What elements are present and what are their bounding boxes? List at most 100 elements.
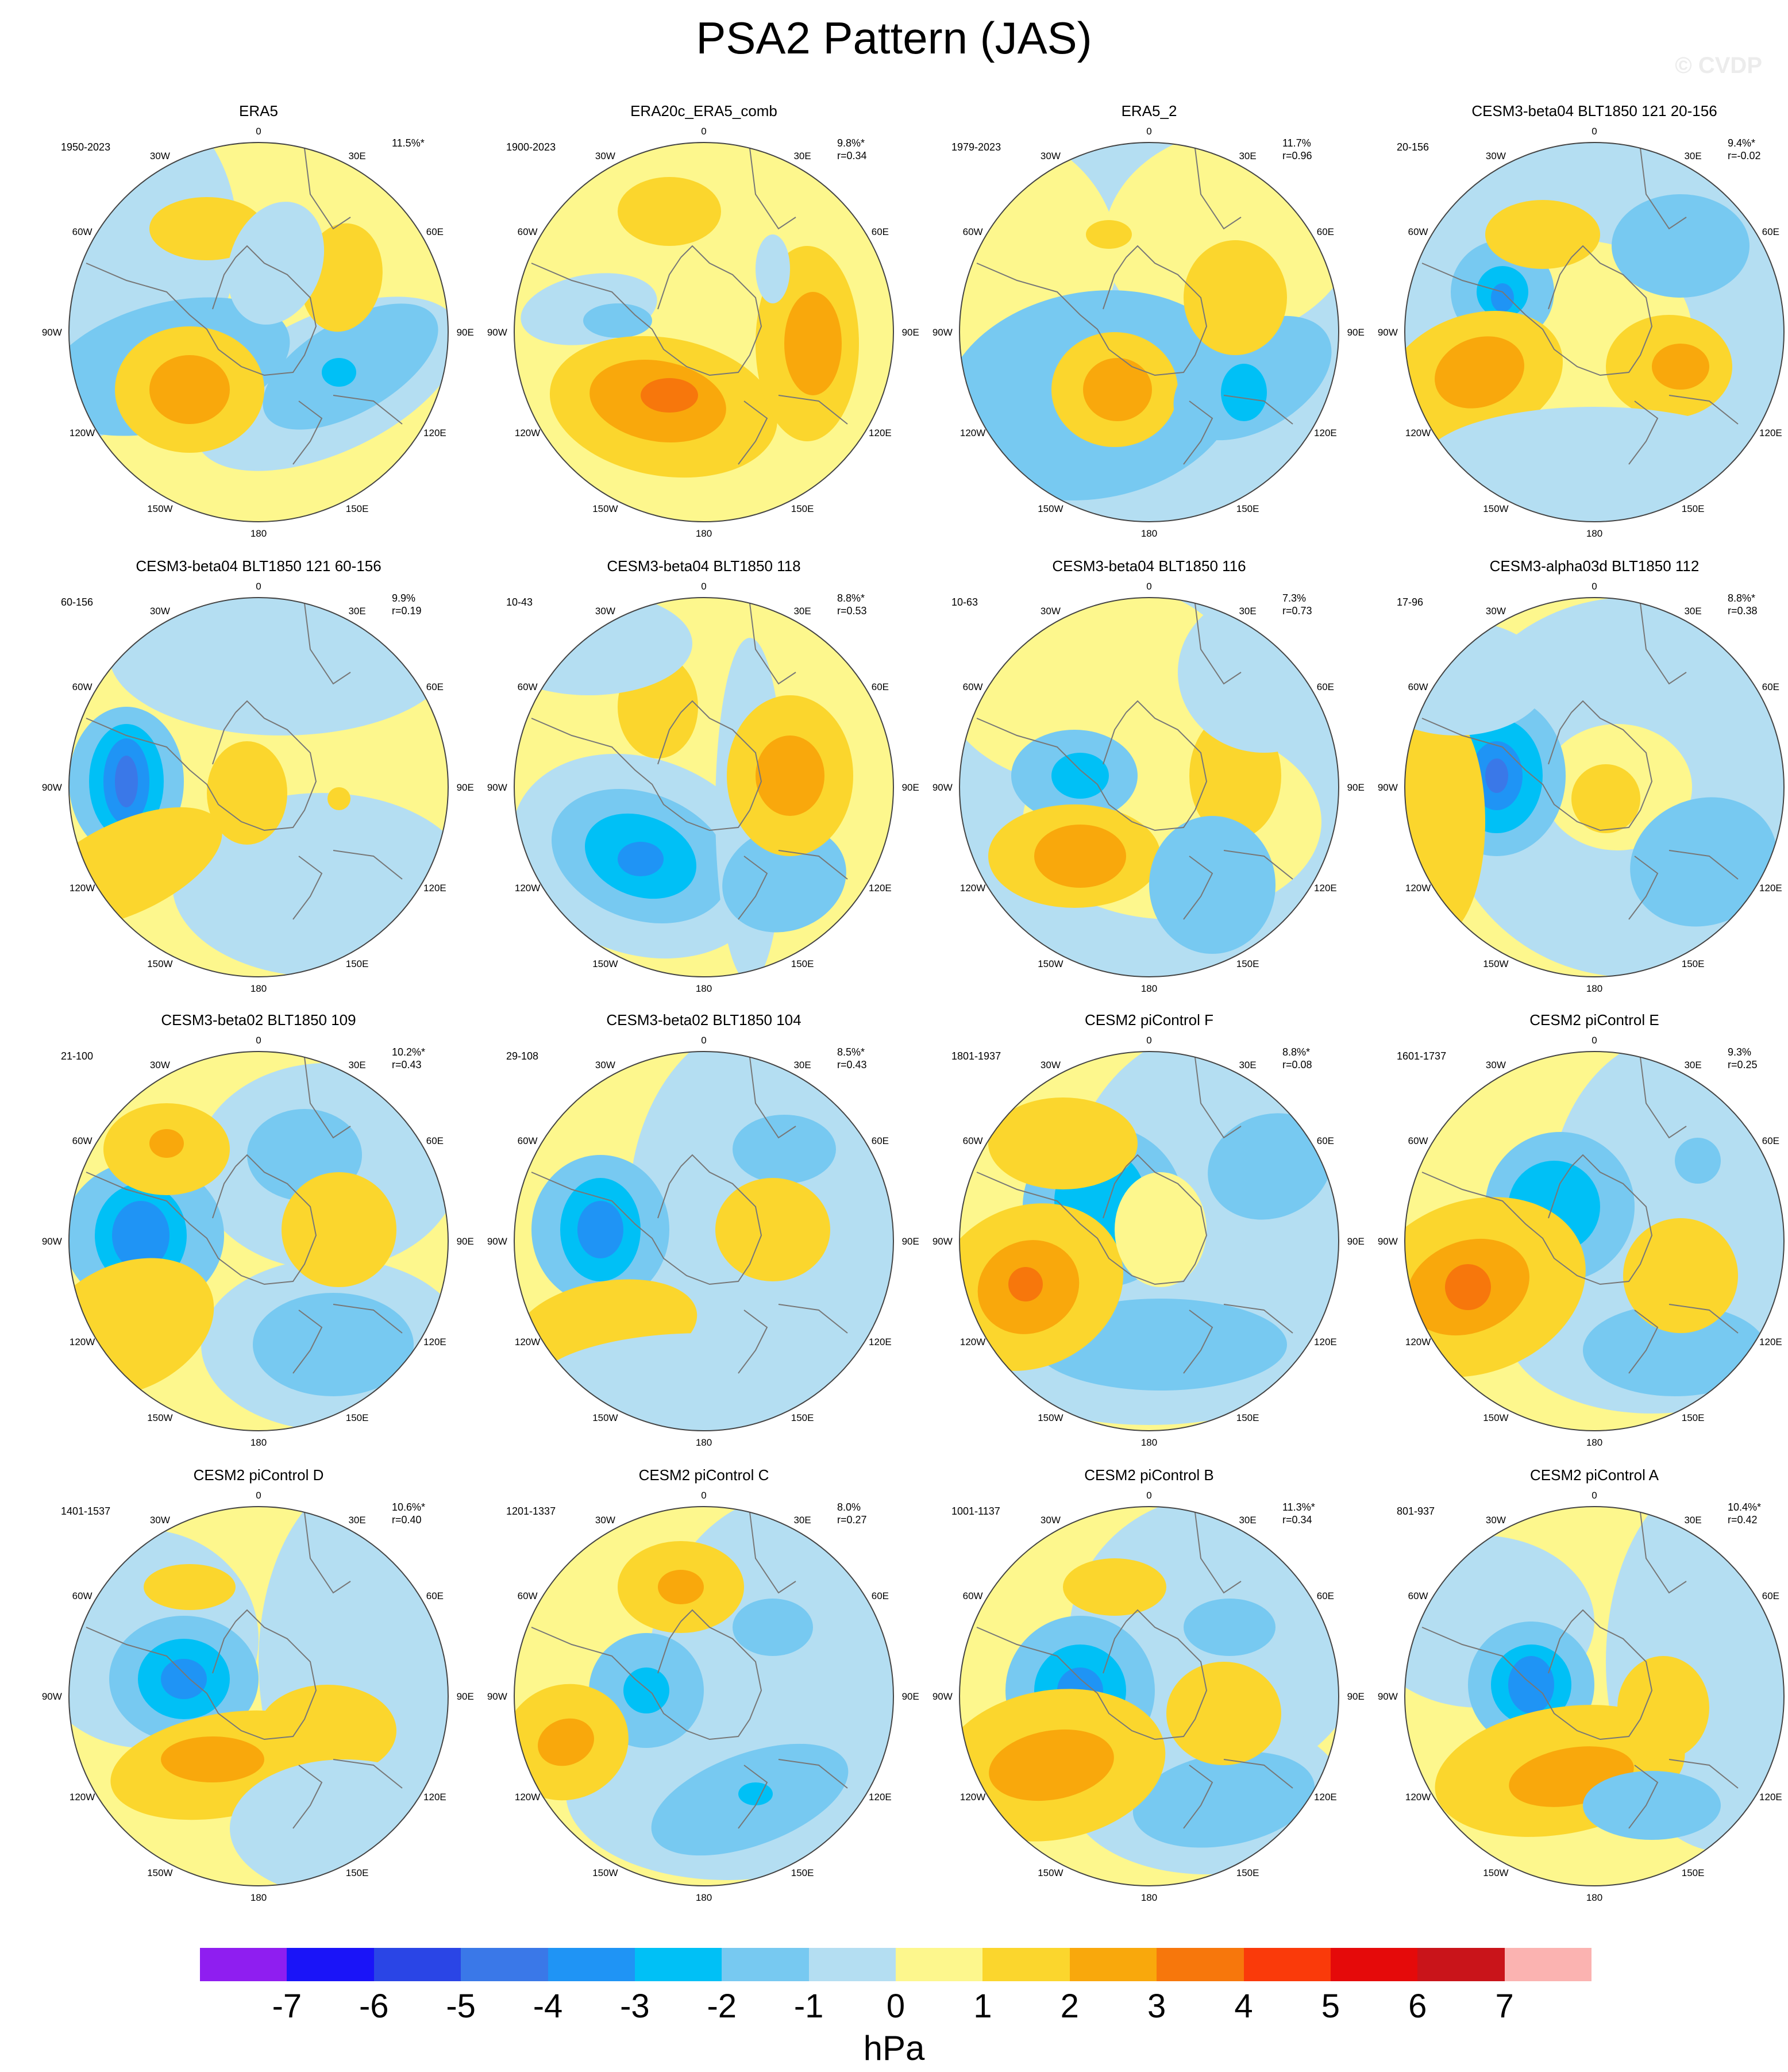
colorbar-tick-label: 7 xyxy=(1495,1988,1514,2025)
lon-label: 30E xyxy=(1684,606,1701,617)
lon-label: 150W xyxy=(1483,1867,1508,1878)
lon-label: 150E xyxy=(1682,1867,1705,1878)
panel-pattern-correlation: r=0.27 xyxy=(837,1514,867,1526)
lon-label: 90W xyxy=(42,782,62,793)
map-panel: CESM2 piControl D 0 30E 60E 90E 120E 150E 180 1… xyxy=(40,1466,477,1903)
panel-variance-pct: 11.5%* xyxy=(392,137,425,149)
lon-label: 90W xyxy=(42,327,62,338)
lon-label: 150E xyxy=(791,503,814,514)
lon-label: 90W xyxy=(932,1236,953,1247)
panel-years: 21-100 xyxy=(61,1050,94,1062)
lon-label: 120W xyxy=(515,1792,540,1803)
colorbar-segment xyxy=(634,1948,722,1981)
panel-title: CESM2 piControl D xyxy=(193,1466,324,1484)
lon-label: 90W xyxy=(1378,327,1398,338)
lon-label: 120E xyxy=(423,1337,446,1347)
lon-label: 30E xyxy=(793,1515,811,1526)
lon-label: 60E xyxy=(426,226,444,237)
lon-label: 150W xyxy=(147,503,172,514)
colorbar-tick-label: -7 xyxy=(272,1988,302,2025)
lon-label: 60W xyxy=(1408,1135,1428,1146)
lon-label: 60W xyxy=(72,1135,93,1146)
lon-label: 30W xyxy=(1041,1060,1061,1070)
lon-label: 60E xyxy=(872,226,889,237)
panel-variance-pct: 8.8%* xyxy=(837,592,865,604)
panel-title: CESM3-beta02 BLT1850 104 xyxy=(606,1011,801,1029)
lon-label: 120W xyxy=(70,1337,95,1347)
lon-label: 150E xyxy=(1682,503,1705,514)
panel-years: 20-156 xyxy=(1397,141,1429,153)
map-panel: CESM3-beta04 BLT1850 116 0 30E 60E 90E 120E 1… xyxy=(931,557,1367,994)
colorbar xyxy=(200,1948,1592,1981)
lon-label: 30E xyxy=(1239,151,1256,161)
lon-label: 150W xyxy=(592,1412,618,1423)
lon-label: 180 xyxy=(1141,1892,1157,1903)
lon-label: 150W xyxy=(147,958,172,969)
lon-label: 30E xyxy=(793,1060,811,1070)
map-panel: CESM2 piControl C 0 30E 60E 90E 120E 150E 180 1… xyxy=(485,1466,922,1903)
lon-label: 60E xyxy=(1762,226,1779,237)
panel-pattern-correlation: r=0.43 xyxy=(392,1059,422,1070)
lon-label: 0 xyxy=(701,581,706,592)
map-panel: CESM3-beta02 BLT1850 109 0 30E 60E 90E 120E 1… xyxy=(40,1011,477,1448)
lon-label: 90W xyxy=(1378,782,1398,793)
lon-label: 120E xyxy=(1759,883,1782,893)
lon-label: 30E xyxy=(1684,1515,1701,1526)
lon-label: 120E xyxy=(1314,428,1337,438)
lon-label: 150W xyxy=(1483,958,1508,969)
panel-pattern-correlation: r=0.42 xyxy=(1728,1514,1758,1526)
lon-label: 0 xyxy=(1592,1490,1597,1501)
lon-label: 90E xyxy=(457,327,474,338)
lon-label: 120W xyxy=(70,1792,95,1803)
lon-label: 30E xyxy=(348,1060,365,1070)
panel-pattern-correlation: r=0.34 xyxy=(837,150,867,161)
panel-pattern-correlation: r=0.25 xyxy=(1728,1059,1758,1070)
map-panel: CESM3-beta04 BLT1850 121 20-156 0 30E 60E 9… xyxy=(1376,102,1788,539)
map-panel: CESM3-beta04 BLT1850 118 0 30E 60E 90E 120E 1… xyxy=(485,557,922,994)
colorbar-units: hPa xyxy=(863,2029,925,2067)
panel-stats: 8.0% r=0.27 xyxy=(837,1501,867,1526)
lon-label: 90W xyxy=(932,1691,953,1702)
lon-label: 60W xyxy=(1408,681,1428,692)
lon-label: 150E xyxy=(346,958,369,969)
lon-label: 120W xyxy=(1405,1792,1431,1803)
lon-label: 90W xyxy=(932,327,953,338)
lon-label: 180 xyxy=(1586,1437,1602,1448)
panel-variance-pct: 11.7% xyxy=(1282,137,1311,149)
lon-label: 120W xyxy=(960,883,985,893)
lon-label: 60W xyxy=(963,681,983,692)
lon-label: 120E xyxy=(869,1792,892,1803)
lon-label: 60W xyxy=(518,1590,538,1601)
colorbar-tick-label: 2 xyxy=(1060,1988,1079,2025)
panel-title: CESM3-beta04 BLT1850 121 20-156 xyxy=(1471,102,1717,120)
lon-label: 90E xyxy=(902,782,919,793)
lon-label: 90E xyxy=(1347,1236,1365,1247)
colorbar-segment xyxy=(1330,1948,1418,1981)
colorbar-segment xyxy=(287,1948,374,1981)
lon-label: 30W xyxy=(595,1060,615,1070)
panel-stats: 8.8%* r=0.08 xyxy=(1282,1046,1312,1071)
map-panel: CESM3-beta04 BLT1850 121 60-156 0 30E 60E 9… xyxy=(40,557,477,994)
lon-label: 150W xyxy=(592,503,618,514)
panel-years: 1201-1337 xyxy=(506,1505,556,1517)
panel-title: CESM3-beta04 BLT1850 118 xyxy=(607,557,801,575)
lon-label: 0 xyxy=(701,1035,706,1046)
panel-pattern-correlation: r=0.08 xyxy=(1282,1059,1312,1070)
panel-variance-pct: 10.6%* xyxy=(392,1501,426,1513)
lon-label: 30W xyxy=(595,1515,615,1526)
lon-label: 0 xyxy=(1146,1490,1151,1501)
panel-years: 1950-2023 xyxy=(61,141,111,153)
lon-label: 90E xyxy=(902,1236,919,1247)
panel-stats: 8.8%* r=0.38 xyxy=(1728,592,1758,617)
lon-label: 120W xyxy=(1405,883,1431,893)
lon-label: 150E xyxy=(1682,1412,1705,1423)
panel-years: 1601-1737 xyxy=(1397,1050,1447,1062)
panel-pattern-correlation: r=-0.02 xyxy=(1728,150,1761,161)
